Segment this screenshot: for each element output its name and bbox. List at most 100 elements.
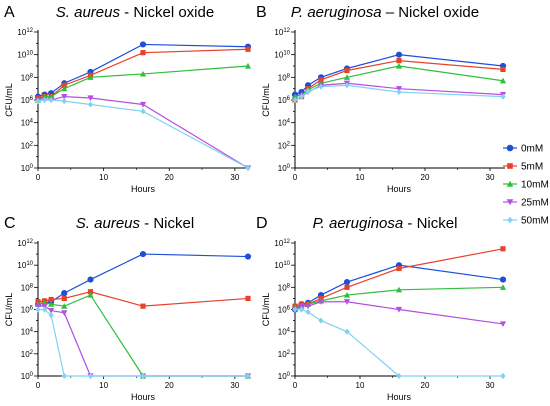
data-point — [245, 164, 251, 172]
y-tick-label: 108 — [21, 283, 34, 292]
series-50mm — [292, 82, 506, 104]
x-tick-label: 0 — [293, 173, 298, 182]
data-point — [499, 77, 507, 84]
data-point — [61, 310, 68, 316]
y-tick-label-base: 10 — [274, 261, 283, 270]
data-point — [396, 57, 402, 64]
y-tick-label-exponent: 4 — [287, 328, 291, 334]
y-tick-label: 1012 — [274, 239, 290, 248]
y-tick-label-exponent: 10 — [283, 261, 290, 267]
y-tick-label: 100 — [278, 164, 291, 173]
legend-label: 0mM — [521, 144, 543, 155]
legend-label: 5mM — [521, 162, 543, 173]
y-tick-label: 104 — [278, 328, 291, 337]
y-tick-label-base: 10 — [278, 372, 287, 381]
y-tick-label: 102 — [278, 350, 291, 359]
data-point — [318, 77, 324, 83]
y-tick-label-base: 10 — [278, 119, 287, 128]
data-point — [140, 50, 146, 56]
y-tick-label: 1012 — [17, 239, 33, 248]
data-point — [344, 284, 350, 290]
panel-letter: A — [4, 4, 15, 21]
y-tick-label-exponent: 12 — [26, 239, 33, 245]
y-tick-label-base: 10 — [17, 51, 26, 60]
data-point — [500, 93, 506, 100]
y-tick-label-base: 10 — [21, 372, 30, 381]
data-point — [87, 276, 94, 283]
data-point — [87, 291, 94, 298]
data-point — [343, 291, 351, 298]
data-point — [61, 93, 68, 100]
legend-item: 5mM — [503, 162, 543, 173]
y-tick-label-exponent: 6 — [287, 96, 291, 102]
data-point — [343, 74, 351, 80]
data-point — [304, 303, 312, 310]
data-point — [298, 306, 305, 313]
data-point — [500, 66, 506, 73]
legend-item: 50mM — [503, 216, 549, 227]
data-point — [87, 289, 94, 295]
series-5mm — [35, 289, 251, 309]
y-axis-label: CFU/mL — [4, 293, 14, 327]
y-tick-label-base: 10 — [21, 283, 30, 292]
y-tick-label-exponent: 12 — [283, 28, 290, 34]
data-point — [61, 290, 68, 297]
x-axis-label: Hours — [387, 392, 412, 402]
y-tick-label-base: 10 — [17, 239, 26, 248]
series-25mm — [34, 303, 252, 380]
data-point — [35, 97, 41, 105]
data-point — [244, 62, 252, 69]
data-point — [396, 372, 402, 380]
legend: 0mM 5mM 10mM 25mM 50mM — [503, 144, 549, 227]
data-point — [395, 62, 403, 69]
x-tick-label: 10 — [99, 381, 108, 390]
y-tick-label-exponent: 0 — [30, 164, 34, 170]
y-tick-label-exponent: 8 — [30, 283, 34, 289]
data-point — [139, 41, 147, 48]
x-tick-label: 10 — [356, 173, 365, 182]
series-line — [294, 301, 504, 325]
y-tick-label: 106 — [21, 96, 34, 105]
y-tick-label-base: 10 — [274, 239, 283, 248]
chart-title-organism: S. aureus — [76, 215, 141, 232]
y-tick-label: 1012 — [17, 28, 33, 37]
y-tick-label-exponent: 12 — [26, 28, 33, 34]
y-tick-label-base: 10 — [278, 164, 287, 173]
chart-title-organism: P. aeruginosa — [291, 4, 382, 21]
data-point — [61, 303, 68, 309]
y-tick-label-exponent: 2 — [287, 350, 291, 356]
data-point — [396, 265, 402, 272]
legend-marker — [506, 199, 514, 206]
chart-title-organism: S. aureus — [56, 4, 121, 21]
panel-letter: D — [256, 215, 268, 232]
y-tick-label-exponent: 0 — [287, 164, 291, 170]
data-point — [140, 303, 146, 309]
y-tick-label-exponent: 4 — [30, 119, 34, 125]
y-tick-label: 104 — [21, 119, 34, 128]
data-point — [499, 284, 507, 290]
data-point — [305, 308, 311, 316]
series-50mm — [35, 96, 251, 172]
data-point — [292, 96, 298, 104]
y-tick-label: 104 — [21, 328, 34, 337]
x-tick-label: 20 — [165, 173, 174, 182]
data-point — [48, 96, 54, 104]
data-point — [41, 96, 48, 104]
y-tick-label-exponent: 2 — [287, 141, 291, 147]
x-tick-label: 10 — [99, 173, 108, 182]
y-tick-label: 104 — [278, 119, 291, 128]
y-tick-label-base: 10 — [17, 261, 26, 270]
y-tick-label-base: 10 — [21, 73, 30, 82]
x-tick-label: 20 — [421, 381, 430, 390]
data-point — [395, 286, 403, 293]
legend-marker — [506, 144, 514, 152]
y-tick-label-base: 10 — [21, 96, 30, 105]
data-point — [140, 108, 146, 115]
legend-item: 25mM — [503, 198, 549, 209]
y-tick-label-base: 10 — [278, 283, 287, 292]
y-tick-label-base: 10 — [278, 141, 287, 150]
chart-title: P. aeruginosa – Nickel oxide — [291, 4, 479, 21]
data-point — [87, 74, 94, 80]
data-point — [139, 250, 147, 258]
y-tick-label-exponent: 4 — [287, 119, 291, 125]
